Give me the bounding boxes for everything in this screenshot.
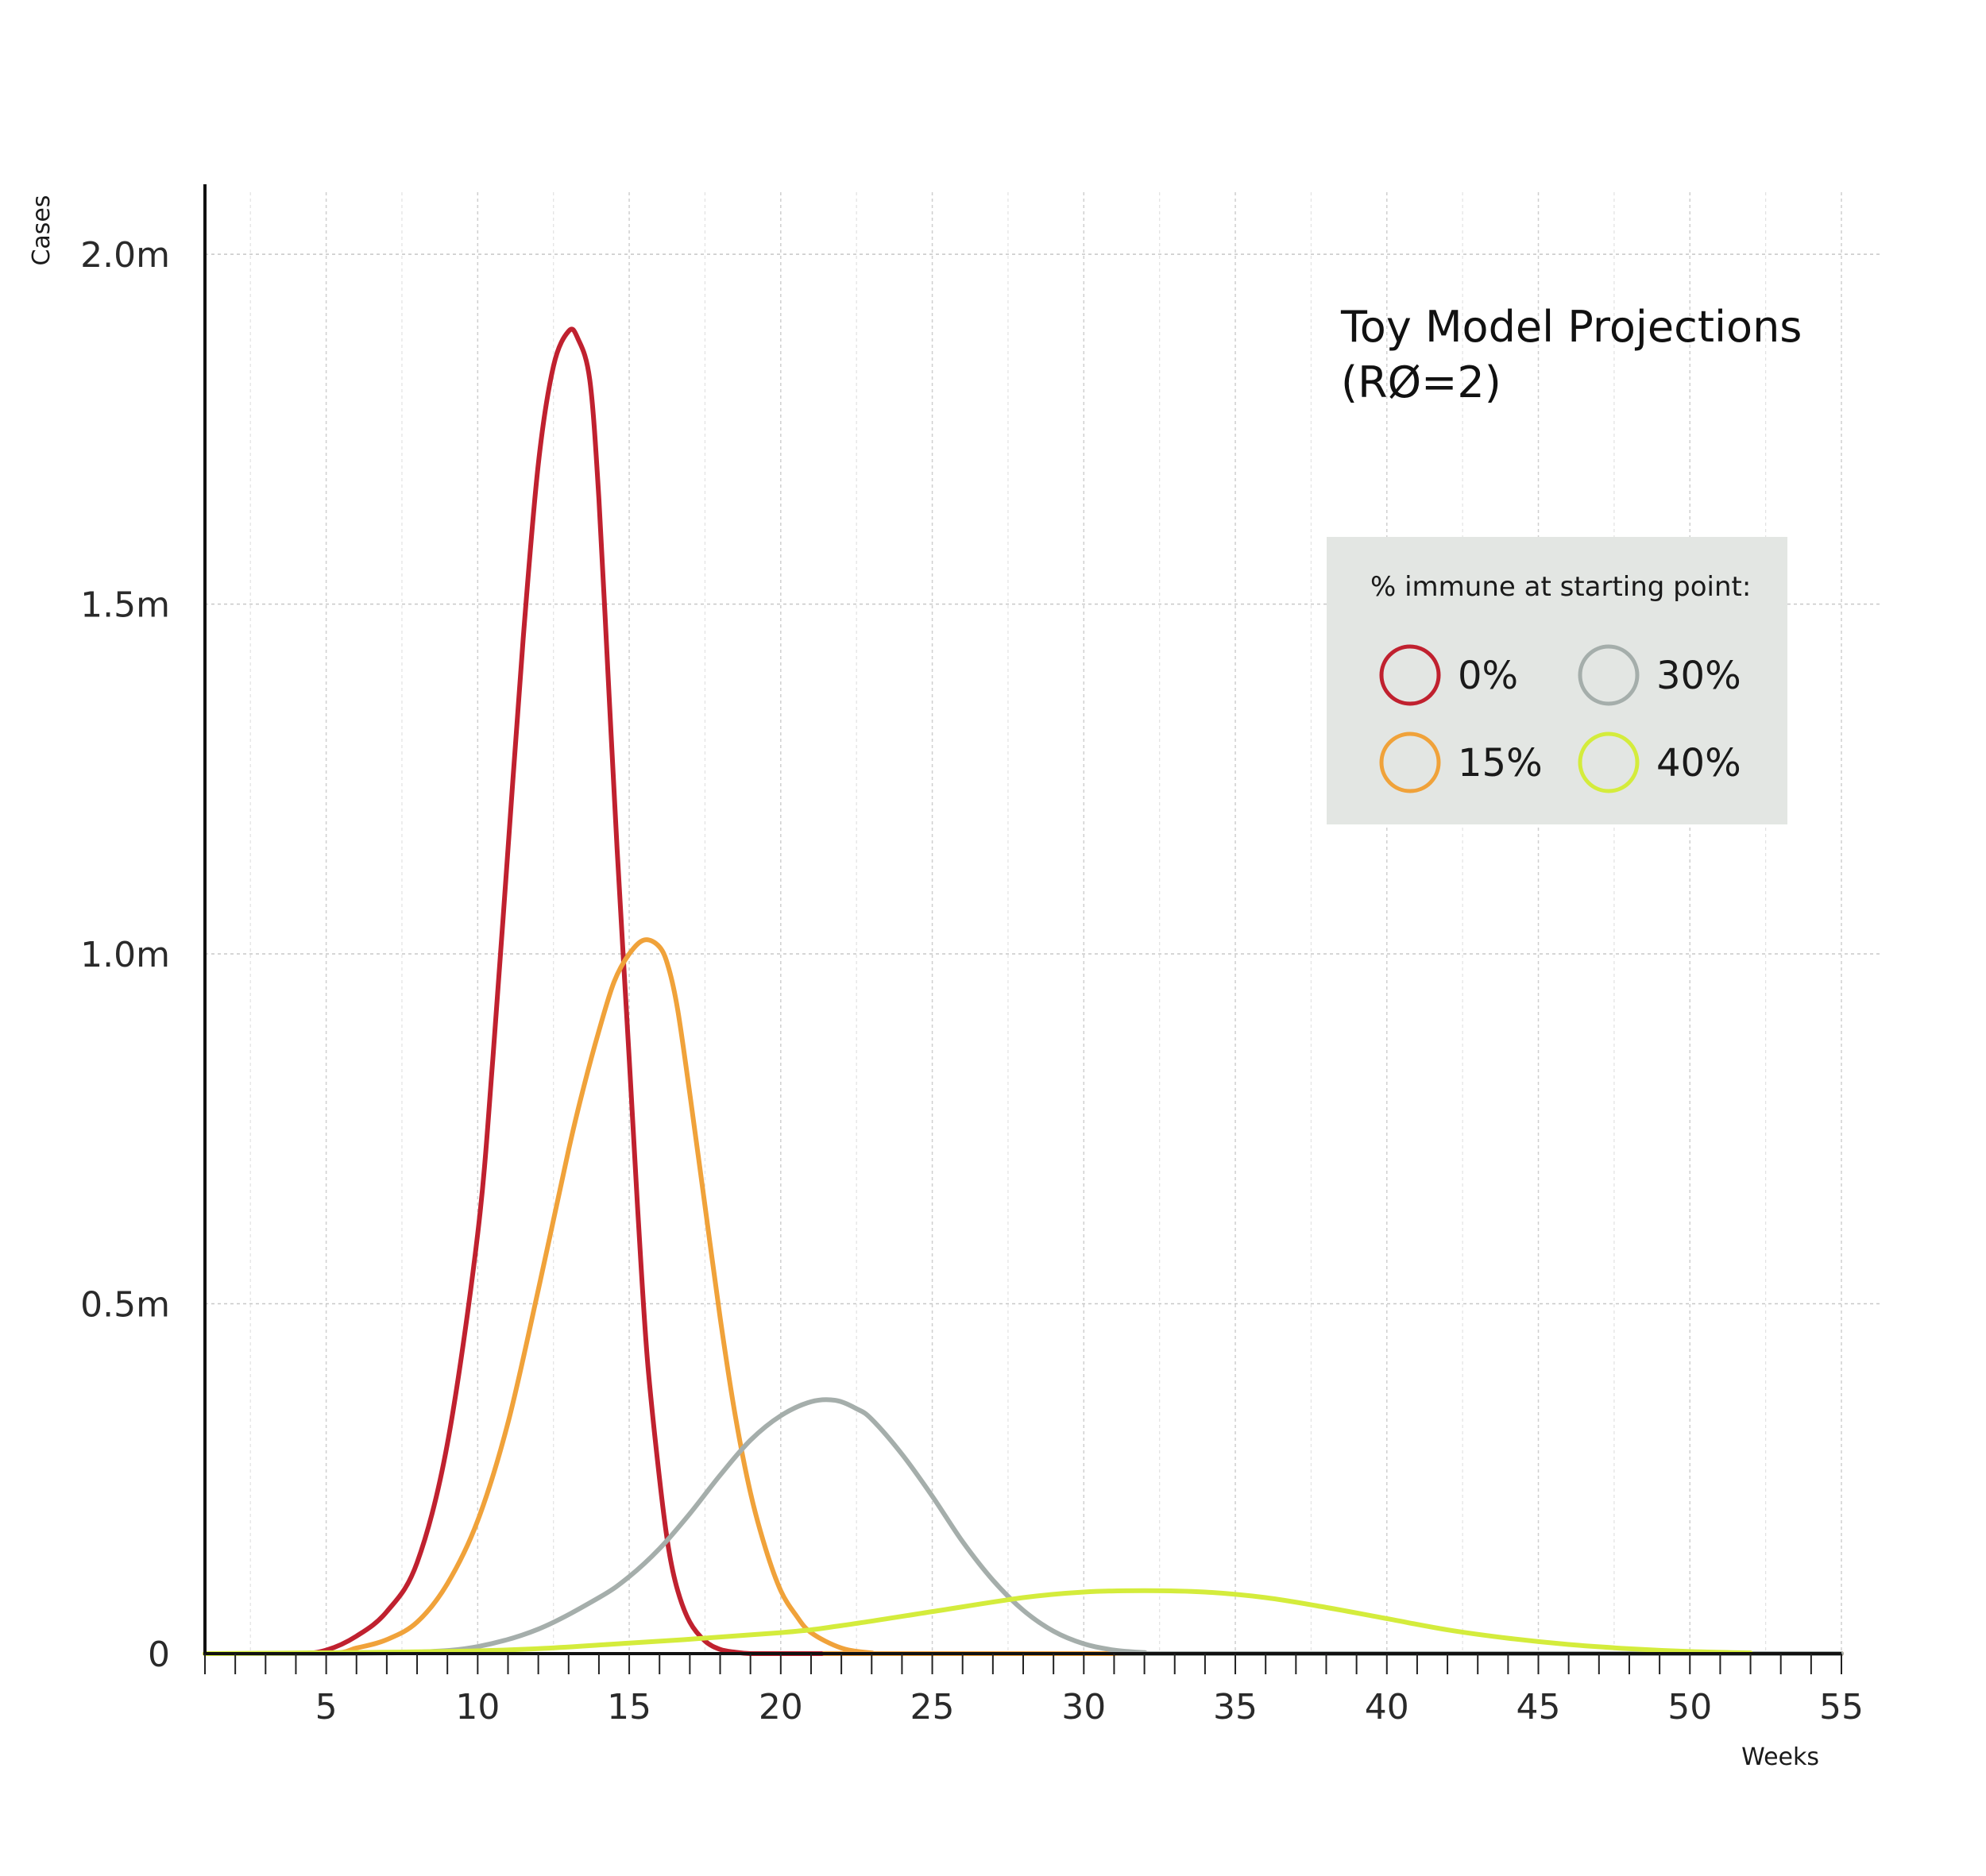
- series-line-1: [203, 326, 1844, 1657]
- x-tick-label: 10: [455, 1687, 500, 1727]
- y-tick-label: 1.0m: [80, 935, 170, 975]
- legend: % immune at starting point: 0% 15% 30% 40%: [1327, 537, 1787, 824]
- y-axis-title: Cases: [28, 195, 56, 265]
- chart-title-line-1: Toy Model Projections: [1340, 302, 1802, 352]
- y-tick-label: 0.5m: [80, 1285, 170, 1326]
- x-tick-label: 35: [1213, 1687, 1258, 1727]
- x-tick-label: 20: [759, 1687, 803, 1727]
- x-tick-label: 5: [315, 1687, 338, 1727]
- x-axis-title: Weeks: [1741, 1743, 1819, 1771]
- legend-label-4: 40%: [1656, 741, 1741, 786]
- legend-label-3: 30%: [1656, 654, 1741, 698]
- x-tick-label: 25: [910, 1687, 955, 1727]
- legend-label-1: 0%: [1458, 654, 1518, 698]
- x-tick-label: 15: [607, 1687, 651, 1727]
- legend-marker-2: [1379, 731, 1441, 793]
- grid-lines: [205, 192, 1881, 1654]
- legend-items: 0% 15% 30% 40%: [1379, 644, 1741, 793]
- x-tick-label: 45: [1517, 1687, 1561, 1727]
- chart-title-line-2: (RØ=2): [1341, 357, 1501, 407]
- axes: [203, 184, 1842, 1674]
- legend-marker-1: [1379, 644, 1441, 706]
- legend-marker-4: [1578, 731, 1640, 793]
- legend-title: % immune at starting point:: [1370, 571, 1751, 603]
- x-tick-label: 55: [1819, 1687, 1864, 1727]
- x-tick-label: 50: [1667, 1687, 1712, 1727]
- legend-box: [1327, 537, 1787, 824]
- y-tick-label: 2.0m: [80, 235, 170, 276]
- x-tick-label: 30: [1061, 1687, 1106, 1727]
- series-lines: [203, 326, 1844, 1657]
- y-tick-label: 0: [148, 1635, 170, 1675]
- series-line-2: [203, 937, 1844, 1657]
- series-line-4: [203, 1588, 1753, 1656]
- x-tick-label: 40: [1365, 1687, 1409, 1727]
- y-tick-label: 1.5m: [80, 585, 170, 626]
- tick-labels: 5 10 15 20 25 30 35 40 45 50 55 0 0.5m 1.0m 1.5m 2.0m: [80, 235, 1864, 1727]
- legend-marker-3: [1578, 644, 1640, 706]
- legend-label-2: 15%: [1458, 741, 1543, 786]
